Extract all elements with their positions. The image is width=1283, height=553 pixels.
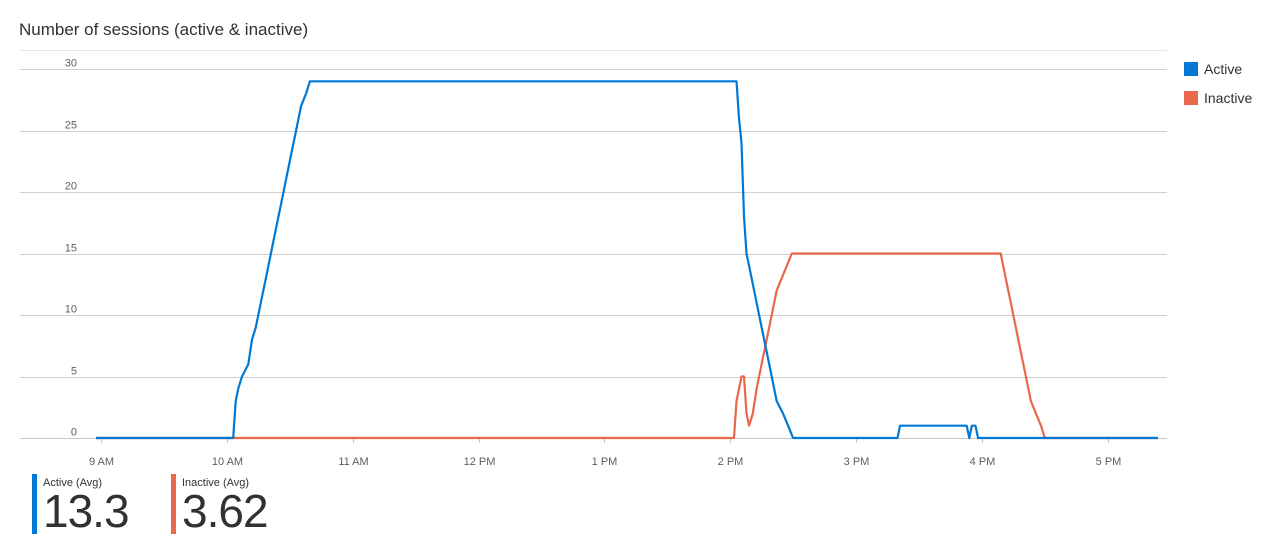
y-tick-label: 5 <box>71 366 77 378</box>
x-tick-label: 3 PM <box>844 456 870 468</box>
summary-inactive-avg: Inactive (Avg) 3.62 <box>171 474 269 537</box>
x-tick-label: 1 PM <box>592 456 618 468</box>
x-tick-label: 5 PM <box>1096 456 1122 468</box>
y-tick-label: 25 <box>65 120 77 132</box>
x-tick-label: 12 PM <box>464 456 496 468</box>
y-tick-label: 10 <box>65 304 77 316</box>
summary-inactive-label: Inactive (Avg) <box>182 477 250 489</box>
chart-title: Number of sessions (active & inactive) <box>19 20 309 39</box>
series-line-active <box>96 80 1158 440</box>
x-tick-label: 10 AM <box>212 456 243 468</box>
x-tick-label: 11 AM <box>338 456 368 468</box>
y-tick-label: 0 <box>71 427 77 439</box>
summary-inactive-color-bar <box>171 474 176 534</box>
legend-label-active: Active <box>1204 60 1243 77</box>
legend-swatch-active <box>1184 61 1198 76</box>
y-tick-label: 30 <box>65 58 77 70</box>
y-tick-label: 15 <box>65 243 77 255</box>
x-tick-label: 9 AM <box>89 456 114 468</box>
x-tick-label: 2 PM <box>718 456 744 468</box>
y-tick-label: 20 <box>65 181 77 193</box>
chart-legend: Active Inactive <box>1184 54 1252 112</box>
legend-swatch-inactive <box>1184 90 1198 105</box>
legend-item-active[interactable]: Active <box>1184 54 1252 83</box>
summary-active-label: Active (Avg) <box>43 477 103 489</box>
legend-item-inactive[interactable]: Inactive <box>1184 83 1252 112</box>
summary-inactive-value: 3.62 <box>182 485 269 537</box>
summary-active-avg: Active (Avg) 13.3 <box>32 474 130 537</box>
series-line-inactive <box>96 252 1158 440</box>
summary-active-color-bar <box>32 474 37 534</box>
summary-active-value: 13.3 <box>43 485 130 537</box>
x-tick-label: 4 PM <box>970 456 996 468</box>
legend-label-inactive: Inactive <box>1204 89 1253 106</box>
